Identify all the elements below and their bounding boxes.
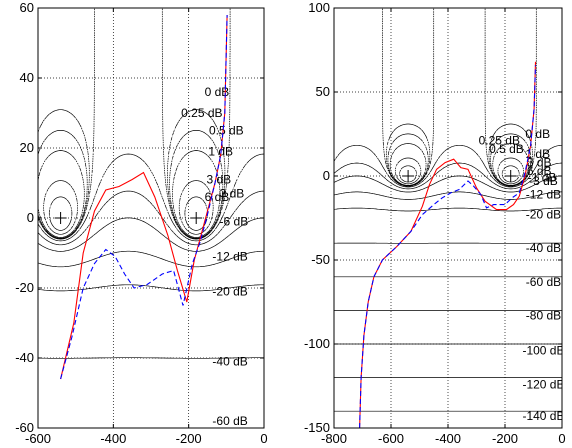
contour-line	[334, 191, 562, 200]
contour-label: -60 dB	[526, 275, 561, 289]
y-tick-label: -40	[15, 350, 34, 365]
series-line-red-solid	[359, 61, 537, 428]
contour-line	[399, 165, 520, 183]
y-tick-label: 40	[20, 70, 34, 85]
contour-label: -20 dB	[526, 208, 561, 222]
contour-label: -100 dB	[522, 344, 564, 358]
contour-label: -80 dB	[526, 308, 561, 322]
contour-label: -12 dB	[212, 250, 247, 264]
y-tick-label: 0	[323, 168, 330, 183]
left-nichols-chart: 0 dB0.25 dB0.5 dB1 dB3 dB3 dB6 dB-6 dB-1…	[15, 0, 267, 446]
contour-line	[382, 8, 537, 187]
y-tick-label: 0	[27, 210, 34, 225]
contour-label: 3 dB	[206, 173, 231, 187]
contour-label: -40 dB	[526, 241, 561, 255]
contour-line	[334, 175, 562, 193]
x-tick-label: -600	[378, 431, 404, 446]
contour-line	[38, 284, 264, 292]
plot-area: 0 dB0.25 dB0.5 dB 1 dB3 dB6 dB-1 dB-3 dB-…	[334, 8, 564, 428]
contour-label: -12 dB	[526, 187, 561, 201]
contour-label: 0.25 dB	[479, 134, 520, 148]
y-tick-label: 60	[20, 0, 34, 15]
contour-label: 0.5 dB	[209, 124, 244, 138]
contour-line	[38, 250, 264, 268]
x-tick-label: -400	[100, 431, 126, 446]
y-tick-label: -60	[15, 420, 34, 435]
x-tick-label: -400	[435, 431, 461, 446]
contour-label: 3 dB	[220, 187, 245, 201]
contour-label: -120 dB	[522, 377, 564, 391]
contour-line	[38, 129, 224, 239]
plot-area: 0 dB0.25 dB0.5 dB1 dB3 dB3 dB6 dB-6 dB-1…	[38, 8, 264, 428]
y-tick-label: 50	[316, 84, 330, 99]
contour-label: 6 dB	[205, 190, 230, 204]
y-tick-label: -100	[304, 336, 330, 351]
x-tick-label: -200	[492, 431, 518, 446]
contour-line	[38, 150, 221, 238]
series-line-blue-dashed	[359, 65, 537, 428]
right-nichols-chart: 0 dB0.25 dB0.5 dB 1 dB3 dB6 dB-1 dB-3 dB-…	[304, 0, 566, 446]
y-tick-label: -50	[311, 252, 330, 267]
y-tick-label: 20	[20, 140, 34, 155]
contour-label: 1 dB	[525, 147, 550, 161]
contour-label: -6 dB	[220, 215, 249, 229]
x-tick-label: -800	[321, 431, 347, 446]
contour-label: 0.5 dB	[489, 142, 524, 156]
contour-label: -3 dB	[529, 174, 558, 188]
y-tick-label: -20	[15, 280, 34, 295]
contour-line	[394, 157, 524, 185]
contour-label: -60 dB	[212, 414, 247, 428]
series-line-blue-dashed	[60, 14, 228, 380]
contour-label: 0 dB	[525, 127, 550, 141]
x-tick-label: -600	[25, 431, 51, 446]
y-tick-label: -150	[304, 420, 330, 435]
contour-line	[43, 180, 214, 235]
contour-line	[334, 144, 562, 188]
contour-line	[334, 207, 562, 212]
x-tick-label: 0	[260, 431, 267, 446]
contour-label: 3 dB	[527, 156, 552, 170]
contour-label: -1 dB	[528, 171, 557, 185]
contour-label: -140 dB	[522, 409, 564, 423]
x-tick-label: 0	[558, 431, 565, 446]
y-tick-label: 100	[308, 0, 330, 15]
contour-line	[38, 153, 264, 242]
contour-label: 0.25 dB	[181, 106, 222, 120]
contour-line	[38, 8, 231, 240]
contour-line	[38, 109, 226, 240]
contour-label: -40 dB	[212, 355, 247, 369]
contour-label: -20 dB	[212, 285, 247, 299]
contour-label: 6 dB	[527, 164, 552, 178]
contour-label: 0 dB	[205, 85, 230, 99]
x-tick-label: -200	[176, 431, 202, 446]
